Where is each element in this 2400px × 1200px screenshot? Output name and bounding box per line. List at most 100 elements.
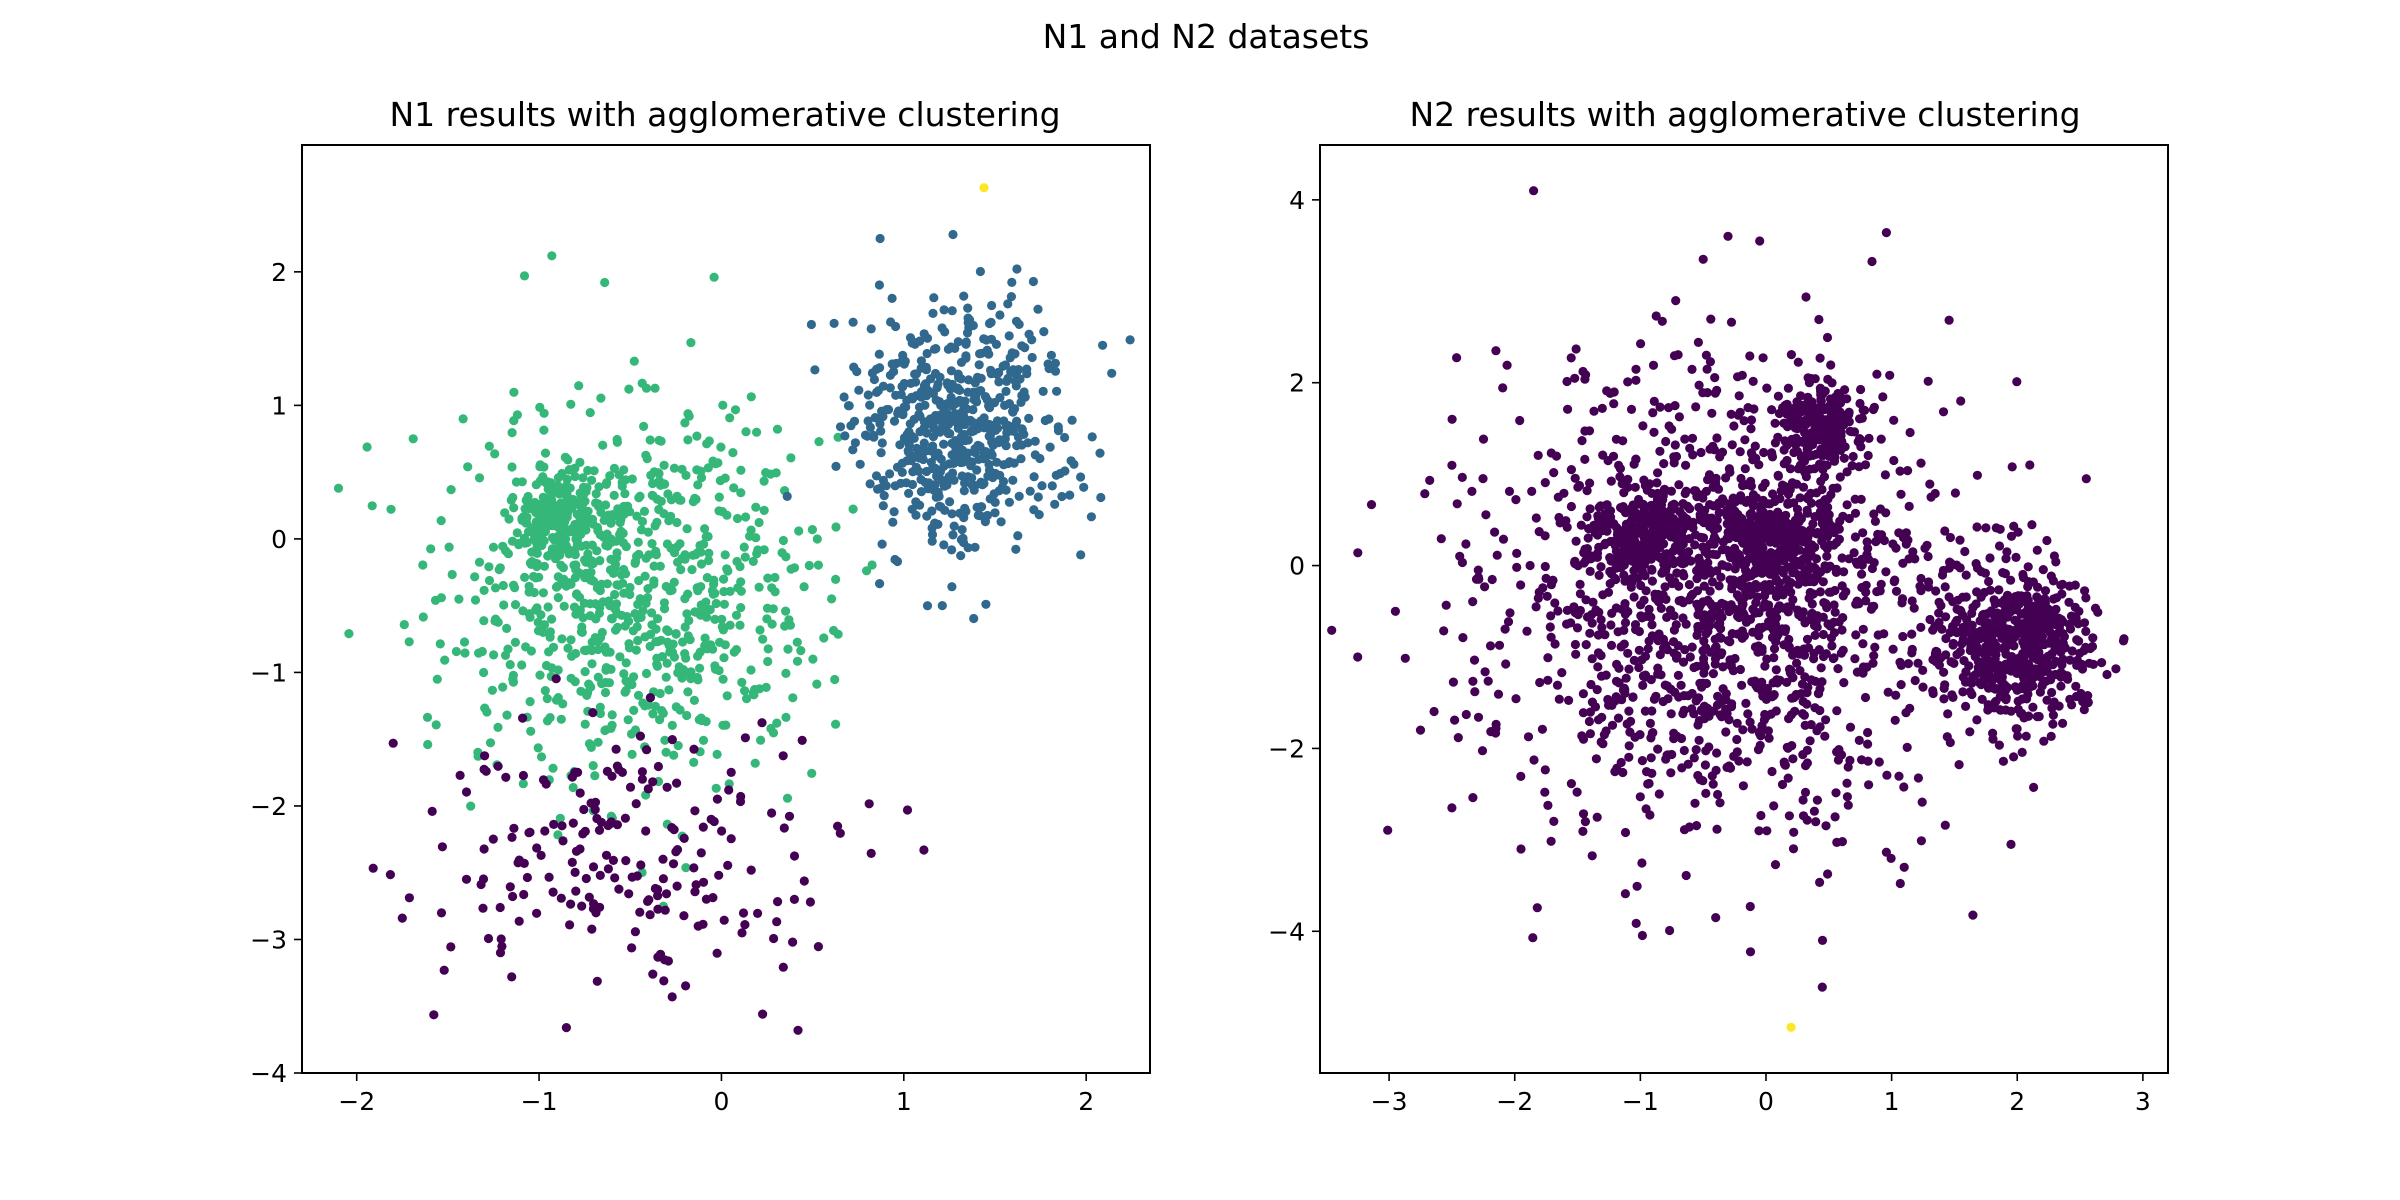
n2-scatter-point (2038, 565, 2048, 575)
n2-scatter-point (1769, 653, 1779, 663)
n1-scatter-point (703, 463, 713, 473)
n1-scatter-point (554, 542, 564, 552)
n2-scatter-point (1665, 512, 1676, 522)
n1-scatter-point (615, 652, 625, 662)
n1-scatter-point (688, 497, 699, 507)
n2-x-tick-label: −2 (1496, 1087, 1533, 1116)
n1-scatter-point (763, 573, 773, 583)
n2-scatter-point (1809, 562, 1819, 572)
n2-scatter-point (1690, 798, 1700, 808)
n2-scatter-point (1913, 658, 1923, 668)
n2-scatter-point (1957, 639, 1967, 649)
n1-scatter-point (621, 658, 631, 668)
n2-scatter-point (1926, 492, 1936, 502)
n2-scatter-point (1687, 364, 1697, 374)
n1-scatter-point (854, 385, 864, 395)
n2-scatter-point (1898, 631, 1908, 642)
n2-scatter-point (1593, 662, 1603, 672)
n2-scatter-point (1858, 528, 1868, 538)
n1-scatter-point (560, 486, 570, 496)
n2-scatter-point (1710, 388, 1720, 398)
n2-scatter-point (1626, 404, 1637, 414)
n2-scatter-point (1733, 410, 1743, 420)
n1-scatter-point (831, 522, 841, 532)
n1-scatter-point (761, 682, 771, 693)
n2-scatter-point (1831, 788, 1841, 798)
n1-scatter-point (831, 574, 841, 585)
n2-scatter-point (1795, 666, 1805, 676)
n1-scatter-point (899, 378, 909, 389)
n1-scatter-point (608, 509, 618, 520)
n2-scatter-point (2058, 579, 2068, 590)
n2-scatter-point (1439, 626, 1449, 636)
n2-y-tick-label: 2 (1289, 369, 1305, 398)
n1-scatter-point (835, 828, 845, 838)
n1-scatter-point (493, 761, 503, 771)
n1-scatter-point (911, 377, 921, 387)
n2-scatter-point (1767, 632, 1778, 643)
n1-scatter-point (1004, 399, 1015, 409)
n2-scatter-point (1762, 826, 1772, 836)
n1-scatter-point (781, 712, 791, 723)
n1-scatter-point (924, 386, 934, 396)
n1-scatter-point (591, 489, 601, 499)
n2-scatter-point (1988, 683, 1998, 693)
n2-scatter-point (1572, 787, 1582, 797)
n1-scatter-point (681, 981, 691, 991)
n1-scatter-point (864, 799, 874, 809)
n2-scatter-point (1802, 699, 1812, 709)
n1-scatter-point (600, 687, 611, 698)
n1-scatter-point (614, 884, 624, 894)
n1-scatter-point (693, 586, 703, 596)
n2-scatter-point (1606, 640, 1617, 651)
n2-scatter-point (1823, 869, 1833, 879)
n1-scatter-point (531, 605, 541, 615)
n1-scatter-point (789, 894, 800, 905)
n2-scatter-point (1956, 396, 1966, 406)
n2-scatter-point (1823, 531, 1833, 542)
n1-scatter-point (928, 414, 938, 424)
n1-scatter-point (683, 631, 693, 641)
n1-scatter-point (509, 503, 519, 513)
n2-scatter-point (1701, 350, 1711, 360)
n2-scatter-point (2050, 615, 2060, 626)
n2-scatter-point (2023, 711, 2033, 721)
n1-scatter-point (875, 419, 885, 429)
n1-scatter-point (459, 637, 470, 647)
n1-scatter-point (600, 677, 611, 688)
n1-scatter-point (491, 614, 501, 624)
n2-scatter-point (1644, 636, 1654, 646)
n1-scatter-point (577, 500, 588, 510)
n1-scatter-point (508, 677, 518, 687)
n2-scatter-point (1903, 659, 1913, 669)
n1-scatter-point (682, 524, 692, 534)
n2-scatter-point (1574, 480, 1585, 491)
n2-scatter-point (1904, 501, 1914, 511)
n1-scatter-point (590, 771, 600, 781)
n2-scatter-point (1690, 540, 1700, 550)
n1-scatter-point (647, 608, 657, 618)
n2-scatter-point (1665, 925, 1675, 936)
n2-scatter-point (1491, 719, 1501, 730)
n1-scatter-point (902, 805, 913, 815)
n2-scatter-point (1624, 741, 1634, 751)
n1-scatter-point (956, 551, 966, 561)
n1-scatter-point (729, 483, 739, 493)
n2-scatter-point (1587, 654, 1597, 664)
n2-scatter-point (1879, 629, 1889, 639)
n1-scatter-point (848, 317, 858, 327)
n1-scatter-point (626, 729, 637, 739)
n2-scatter-point (1712, 748, 1722, 758)
n1-scatter-point (678, 637, 688, 647)
n2-scatter-point (2054, 701, 2064, 711)
n1-scatter-point (1001, 441, 1011, 451)
n2-scatter-point (1807, 540, 1817, 550)
n1-scatter-point (773, 897, 783, 907)
n2-scatter-point (1763, 726, 1773, 736)
n2-scatter-point (1629, 655, 1639, 666)
n2-scatter-point (2048, 594, 2059, 604)
n2-scatter-point (1619, 488, 1629, 498)
n1-scatter-point (908, 467, 918, 477)
n1-scatter-point (1001, 386, 1011, 396)
n2-scatter-point (1469, 655, 1480, 665)
